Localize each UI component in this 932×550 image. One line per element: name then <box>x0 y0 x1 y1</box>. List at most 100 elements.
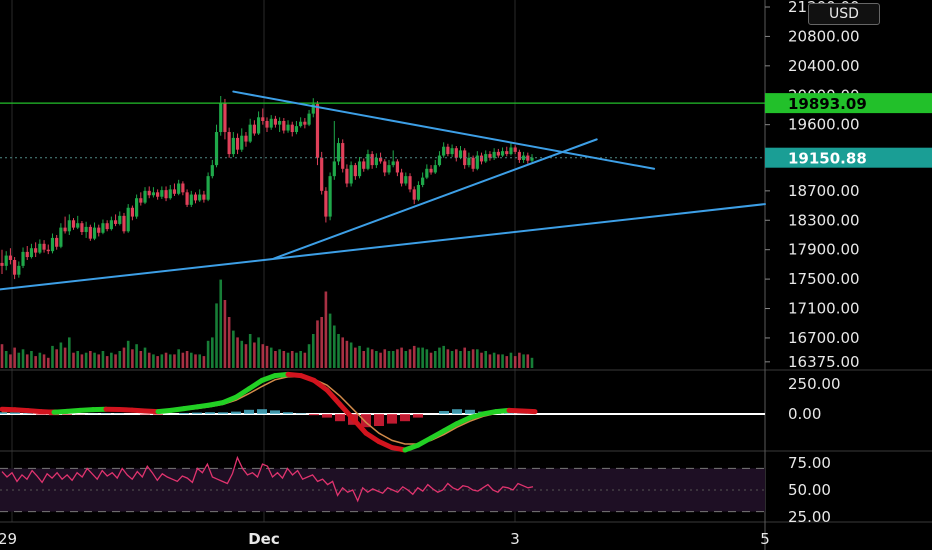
price-candles <box>0 95 534 280</box>
price-tick-label: 16700.00 <box>788 329 860 347</box>
volume-bar <box>421 347 424 368</box>
volume-bar <box>476 349 479 368</box>
candle-body <box>227 132 231 155</box>
volume-bar <box>185 351 189 368</box>
candle-body <box>240 135 244 150</box>
candle-body <box>34 248 38 253</box>
candle-body <box>193 194 198 201</box>
candle-body <box>488 154 492 158</box>
macd-histogram-bar <box>36 414 46 415</box>
volume-bar <box>236 337 239 368</box>
macd-histogram-bar <box>0 412 7 414</box>
candle-body <box>433 165 437 173</box>
candle-body <box>437 155 442 166</box>
volume-bar <box>55 349 58 368</box>
volume-bar <box>189 352 193 368</box>
rsi-tick-label: 75.00 <box>788 454 831 472</box>
volume-bar <box>501 354 504 368</box>
candle-body <box>0 262 4 266</box>
volume-bar <box>223 300 227 368</box>
volume-bar <box>433 351 437 368</box>
macd-histogram-bar <box>270 410 280 414</box>
time-tick-label: 5 <box>760 530 770 548</box>
candle-body <box>303 121 307 125</box>
price-tick-label: 18700.00 <box>788 182 860 200</box>
candle-body <box>223 102 227 133</box>
macd-histogram-bar <box>413 414 423 418</box>
candle-body <box>273 118 278 125</box>
volume-bar <box>198 354 201 368</box>
candle-body <box>286 124 290 131</box>
volume-bar <box>316 320 319 368</box>
volume-bar <box>513 356 517 368</box>
candle-body <box>496 151 500 156</box>
volume-bar <box>362 351 366 368</box>
volume-bar <box>379 352 382 368</box>
candle-body <box>378 157 383 162</box>
volume-bar <box>269 347 273 368</box>
volume-bar <box>76 351 80 368</box>
current-price-tag-bg <box>765 147 932 168</box>
rsi-pane <box>0 455 765 513</box>
candle-body <box>357 161 362 177</box>
candle-body <box>509 147 513 155</box>
volume-bars <box>0 279 534 368</box>
candle-body <box>446 146 450 155</box>
volume-bar <box>114 354 117 368</box>
volume-bar <box>492 352 496 368</box>
price-tick-label: 17500.00 <box>788 270 860 288</box>
candle-body <box>294 126 299 133</box>
macd-histogram-bar <box>205 412 215 414</box>
currency-selector[interactable]: USD <box>808 3 880 25</box>
macd-histogram-bar <box>309 414 319 416</box>
candle-body <box>38 243 42 253</box>
volume-bar <box>118 351 122 368</box>
candle-body <box>370 154 374 166</box>
candle-body <box>500 151 505 156</box>
macd-histogram-bar <box>322 414 332 418</box>
candle-body <box>442 146 446 156</box>
rsi-tick-label: 25.00 <box>788 508 831 526</box>
macd-histogram-bar <box>400 414 410 422</box>
volume-bar <box>152 354 155 368</box>
candle-body <box>231 137 235 155</box>
candle-body <box>450 148 454 155</box>
trendlines[interactable] <box>0 90 766 291</box>
candle-body <box>147 190 151 196</box>
candle-body <box>320 157 324 191</box>
volume-bar <box>328 313 332 368</box>
candle-body <box>315 104 320 158</box>
candle-body <box>55 237 59 247</box>
candle-body <box>479 155 484 162</box>
candle-body <box>505 151 509 155</box>
volume-bar <box>17 352 21 368</box>
volume-bar <box>450 351 454 368</box>
price-tick-label: 18300.00 <box>788 211 860 229</box>
volume-bar <box>38 352 42 368</box>
volume-bar <box>46 357 50 368</box>
candle-body <box>135 198 139 217</box>
volume-bar <box>248 334 252 368</box>
volume-bar <box>286 352 290 368</box>
candle-body <box>29 248 34 258</box>
volume-bar <box>459 351 462 368</box>
macd-histogram-bar <box>465 409 475 414</box>
candle-body <box>244 135 248 142</box>
macd-histogram-bar <box>452 409 462 414</box>
candle-body <box>88 226 92 239</box>
candle-body <box>467 157 471 166</box>
candle-body <box>126 207 130 232</box>
volume-bar <box>446 349 450 368</box>
volume-bar <box>211 337 214 368</box>
macd-histogram-bar <box>244 409 254 414</box>
volume-bar <box>320 317 323 368</box>
candle-body <box>21 251 25 266</box>
macd-line-segment <box>350 416 369 436</box>
macd-line-segment <box>363 430 382 445</box>
volume-bar <box>307 344 311 368</box>
candle-body <box>185 192 189 205</box>
candle-body <box>109 220 113 230</box>
volume-bar <box>160 354 164 368</box>
candle-body <box>105 223 109 230</box>
